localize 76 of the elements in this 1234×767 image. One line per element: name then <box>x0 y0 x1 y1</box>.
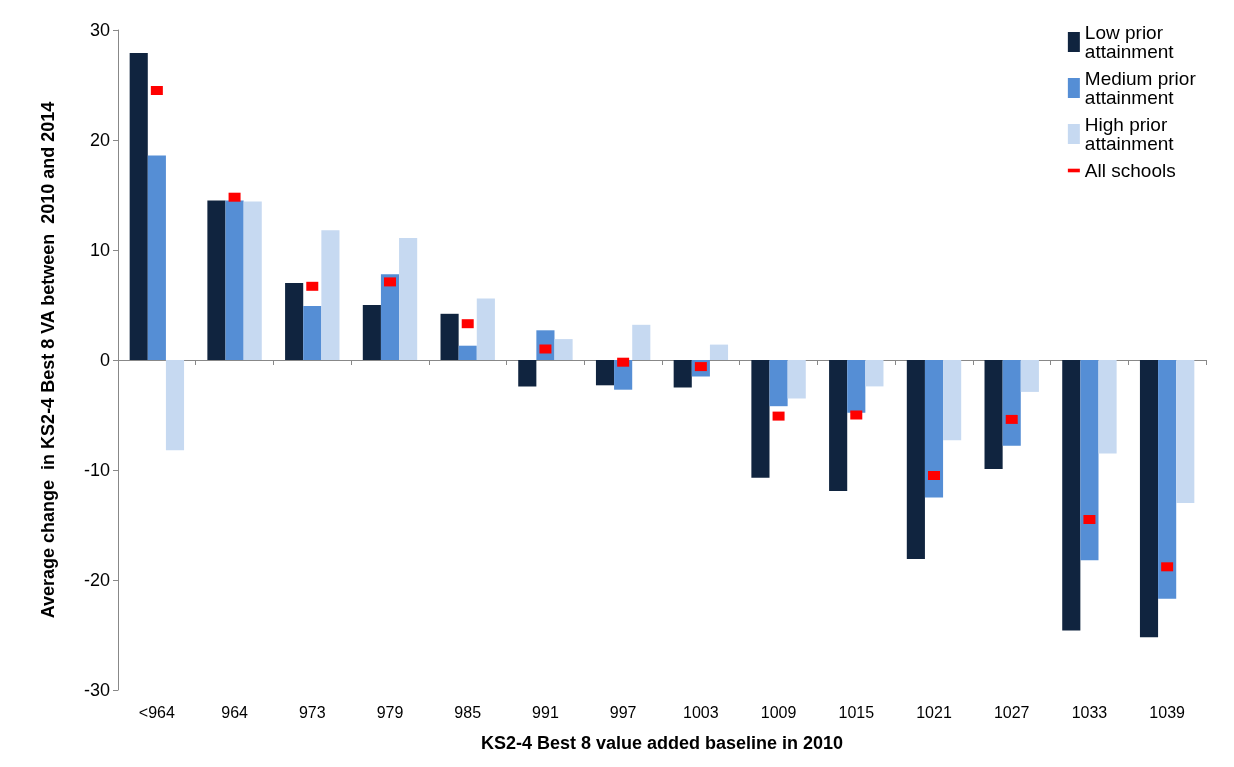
x-tick-label: 1003 <box>683 703 719 721</box>
point <box>772 411 785 421</box>
y-tick-label: 20 <box>89 130 110 150</box>
bar <box>1062 360 1081 631</box>
bar <box>632 324 651 360</box>
bar <box>285 283 304 360</box>
bar <box>129 53 148 360</box>
x-tick-label: 973 <box>298 703 326 721</box>
point <box>384 277 396 287</box>
x-tick-label: 1015 <box>838 703 875 721</box>
x-tick-label: <964 <box>138 703 175 721</box>
x-tick-label: 1039 <box>1149 703 1186 721</box>
bar <box>787 360 806 399</box>
bar <box>865 360 884 387</box>
y-tick-label: 30 <box>89 20 110 40</box>
point <box>461 319 474 329</box>
bar <box>440 313 459 360</box>
x-tick-label: 1027 <box>993 703 1030 721</box>
bar <box>769 360 788 407</box>
point <box>617 357 630 367</box>
y-axis-title: Average change in KS2-4 Best 8 VA between 2010 and 2014 <box>38 101 58 619</box>
x-tick-label: 979 <box>376 703 404 721</box>
bar <box>595 360 615 386</box>
point <box>928 471 940 480</box>
bar <box>225 200 244 360</box>
bar <box>1176 360 1195 503</box>
bar <box>924 360 944 498</box>
x-tick-label: 964 <box>221 703 249 721</box>
bar <box>709 344 729 360</box>
bar <box>984 360 1003 469</box>
bar <box>1020 360 1039 392</box>
bar <box>399 237 418 360</box>
bar <box>362 305 381 360</box>
point <box>1005 414 1018 424</box>
y-tick-label: 0 <box>99 350 110 370</box>
y-tick-label: -20 <box>83 570 110 590</box>
bar <box>1098 360 1117 454</box>
bar <box>476 298 495 360</box>
bar <box>829 360 848 491</box>
x-tick-label: 985 <box>454 703 482 721</box>
bar <box>207 200 226 360</box>
legend-label: Medium prior attainment <box>1084 68 1202 108</box>
bar <box>554 339 573 360</box>
x-axis-title: KS2-4 Best 8 value added baseline in 2010 <box>480 733 844 753</box>
bar <box>1158 360 1177 599</box>
bar <box>321 230 340 360</box>
bar <box>751 360 770 478</box>
x-tick-label: 1021 <box>916 703 952 721</box>
x-tick-label: 1009 <box>760 703 797 721</box>
point <box>306 281 319 291</box>
bar <box>165 360 185 451</box>
bar <box>943 360 962 441</box>
bar <box>1080 360 1099 561</box>
bar <box>243 201 262 360</box>
bar <box>518 360 537 387</box>
bar <box>458 345 477 360</box>
bar <box>1139 360 1159 638</box>
y-tick-label: -10 <box>83 460 110 480</box>
bar <box>673 360 692 388</box>
bar <box>847 360 866 413</box>
x-tick-label: 991 <box>532 703 559 721</box>
bar <box>380 274 400 360</box>
y-tick-label: -30 <box>83 680 110 700</box>
x-tick-label: 1033 <box>1071 703 1108 721</box>
x-tick-label: 997 <box>609 703 637 721</box>
point <box>228 192 241 202</box>
bar <box>303 306 322 360</box>
bar <box>906 360 925 560</box>
bar <box>1002 360 1021 446</box>
point <box>850 410 863 420</box>
legend-label: All schools <box>1084 160 1176 181</box>
legend-label: High prior attainment <box>1084 114 1175 154</box>
bar <box>147 155 166 360</box>
y-tick-label: 10 <box>89 240 110 260</box>
legend-label: Low prior attainment <box>1084 22 1175 62</box>
point <box>1161 562 1174 572</box>
